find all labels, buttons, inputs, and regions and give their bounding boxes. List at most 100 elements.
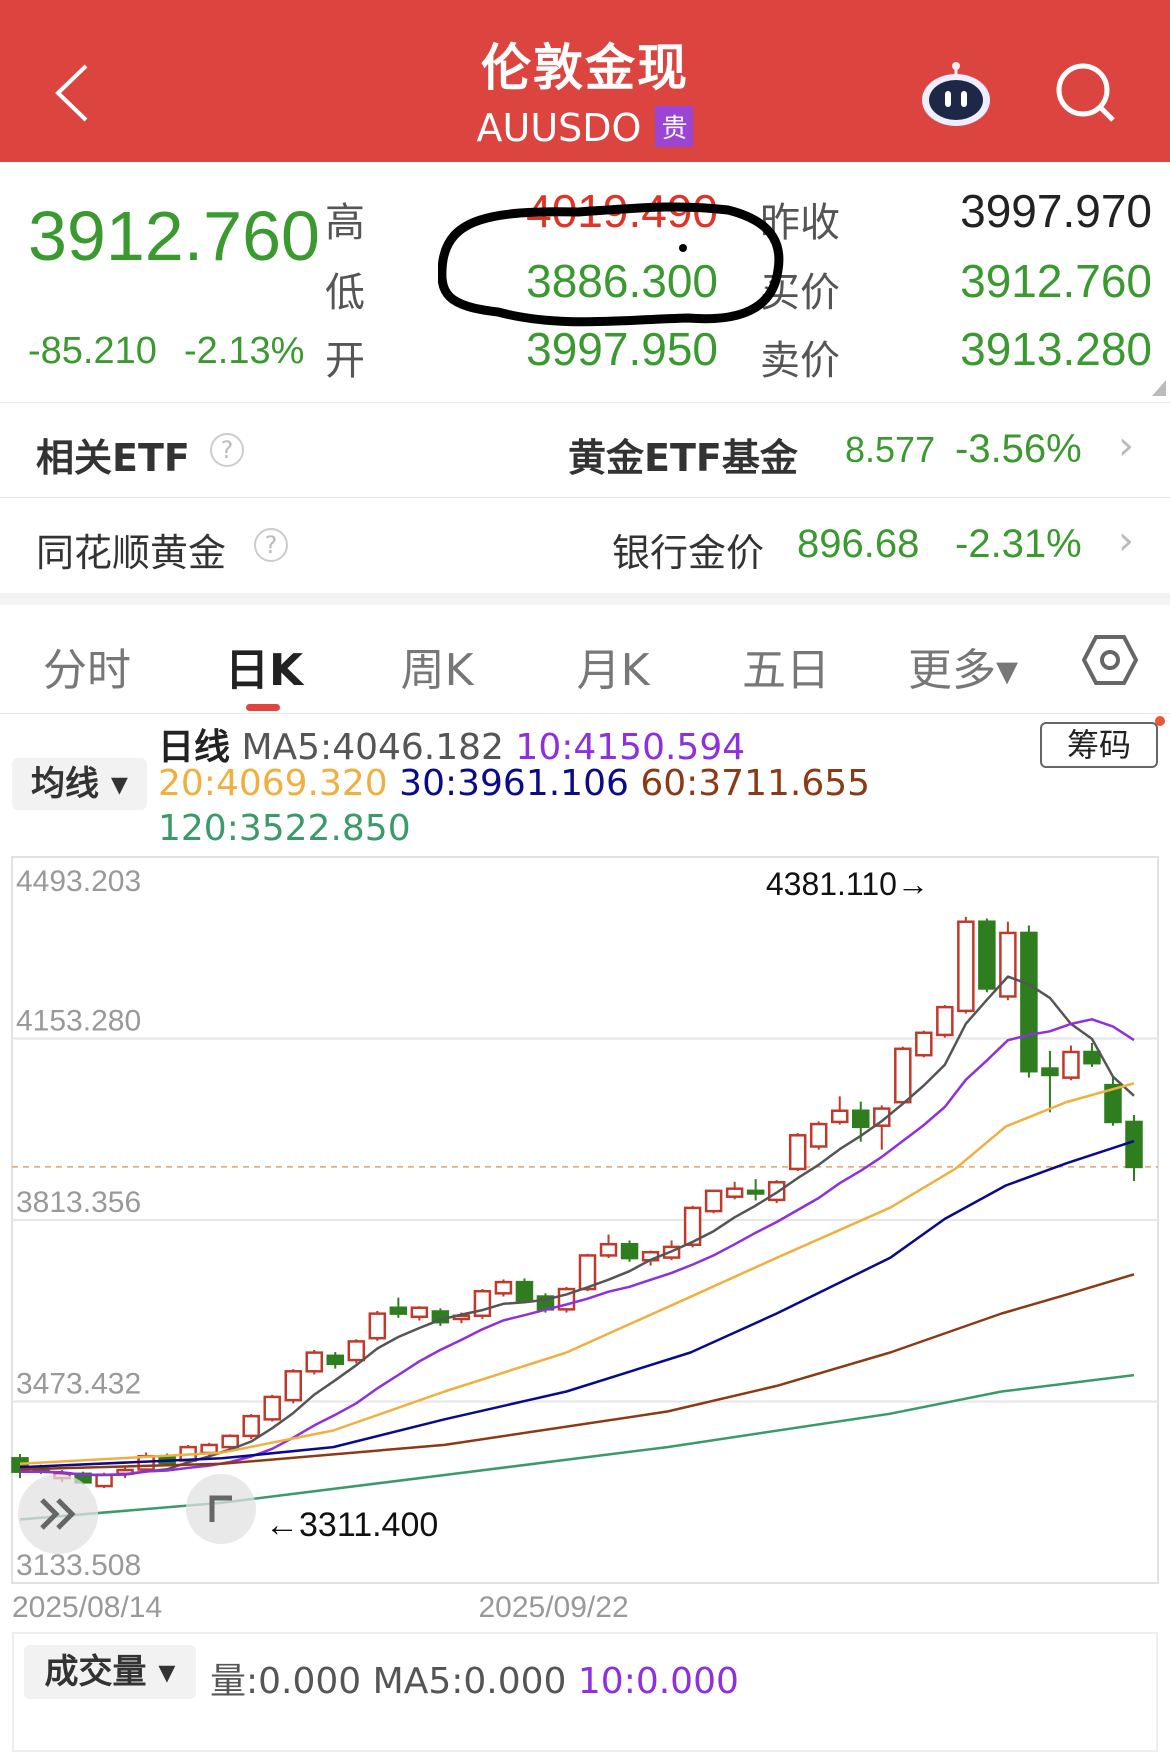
tab-more[interactable]: 更多▾ <box>907 645 1019 696</box>
related-pct: -2.31% <box>955 522 1082 566</box>
ma20-line <box>19 1082 1135 1466</box>
tab-intraday[interactable]: 分时 <box>43 645 131 696</box>
y-tick-label: 3813.356 <box>16 1186 141 1219</box>
x-tick-label: 2025/08/14 <box>12 1591 162 1624</box>
legend-ma10: 10:4150.594 <box>515 727 746 768</box>
candle-down <box>1041 1067 1059 1077</box>
candle-up <box>284 1370 302 1402</box>
open-label: 开 <box>325 338 365 384</box>
volume-legend: 量:0.000 MA5:0.000 10:0.000 <box>210 1652 739 1704</box>
candle-down <box>1104 1083 1122 1124</box>
candle-up <box>578 1254 597 1291</box>
y-tick-label: 3133.508 <box>16 1549 141 1582</box>
crosshair-corner-icon[interactable] <box>186 1474 256 1544</box>
volume-ma5: MA5:0.000 <box>372 1661 567 1702</box>
chips-button[interactable]: 筹码 <box>1040 722 1158 768</box>
open-value: 3997.950 <box>526 323 718 375</box>
ma-dropdown-button[interactable]: 均线 ▾ <box>12 758 147 810</box>
bid-value: 3912.760 <box>960 255 1152 307</box>
help-icon[interactable]: ? <box>254 528 288 562</box>
legend-title: 日线 <box>158 727 231 768</box>
candle-up <box>263 1395 281 1421</box>
legend-line-2: 20:4069.320 30:3961.106 60:3711.655 <box>158 763 870 804</box>
tab-five-day[interactable]: 五日 <box>742 645 830 696</box>
prev-close-value: 3997.970 <box>960 185 1152 237</box>
candle-down <box>978 920 996 990</box>
chevron-right-icon: › <box>1118 423 1134 469</box>
price-change-pct: -2.13% <box>184 330 305 372</box>
expand-double-chevron-icon[interactable] <box>18 1474 98 1554</box>
related-price: 896.68 <box>797 522 920 566</box>
x-tick-label: 2025/09/22 <box>478 1591 628 1624</box>
legend-line-1: 日线 MA5:4046.182 10:4150.594 <box>158 718 745 770</box>
candle-up <box>894 1047 912 1104</box>
min-price-label: ←3311.400 <box>265 1506 438 1544</box>
candle-down <box>1125 1120 1143 1169</box>
related-label: 相关ETF <box>36 436 190 480</box>
candle-down <box>1020 931 1038 1073</box>
candle-up <box>368 1312 387 1340</box>
legend-ma30: 30:3961.106 <box>399 763 629 804</box>
candle-up <box>494 1280 513 1295</box>
candle-up <box>599 1242 618 1257</box>
candle-up <box>873 1107 891 1127</box>
volume-ma10: 10:0.000 <box>577 1661 739 1702</box>
last-price: 3912.760 <box>28 197 320 275</box>
candle-up <box>305 1351 324 1373</box>
y-tick-label: 4493.203 <box>16 865 141 898</box>
bank-gold-row[interactable]: 同花顺黄金 ? 银行金价 896.68 -2.31% › <box>0 497 1170 593</box>
candle-up <box>347 1340 366 1362</box>
candle-down <box>620 1242 639 1260</box>
hand-drawn-circle-annotation <box>438 202 784 327</box>
related-name: 银行金价 <box>612 531 765 575</box>
candle-up <box>999 931 1017 998</box>
legend-ma20: 20:4069.320 <box>158 763 388 804</box>
low-label: 低 <box>325 270 365 316</box>
candle-down <box>852 1109 870 1128</box>
volume-value: 量:0.000 <box>210 1661 362 1702</box>
active-tab-indicator <box>246 704 280 711</box>
expand-corner-icon[interactable] <box>1152 380 1166 396</box>
candle-down <box>1083 1050 1101 1065</box>
legend-ma5: MA5:4046.182 <box>241 727 504 768</box>
related-label: 同花顺黄金 <box>36 531 227 575</box>
candle-up <box>957 920 975 1013</box>
robot-icon[interactable] <box>918 58 994 128</box>
ask-label: 卖价 <box>760 338 840 384</box>
chevron-left-icon[interactable] <box>52 62 92 124</box>
candle-up <box>809 1122 828 1148</box>
ma10-line <box>20 1018 1135 1477</box>
chevron-right-icon: › <box>1118 518 1134 564</box>
candle-up <box>704 1189 723 1213</box>
search-icon[interactable] <box>1055 62 1117 124</box>
tab-daily-k[interactable]: 日K <box>224 645 304 696</box>
candle-up <box>200 1443 218 1455</box>
tab-monthly-k[interactable]: 月K <box>576 645 650 696</box>
related-etf-row[interactable]: 相关ETF ? 黄金ETF基金 8.577 -3.56% › <box>0 402 1170 497</box>
tab-weekly-k[interactable]: 周K <box>400 645 474 696</box>
candle-down <box>746 1189 765 1195</box>
symbol-code: AUUSDO 贵 <box>0 106 1170 150</box>
price-change: -85.210 <box>28 330 157 372</box>
ma5-line <box>20 975 1135 1477</box>
y-tick-label: 4153.280 <box>16 1005 141 1038</box>
candle-up <box>936 1005 954 1037</box>
candle-down <box>389 1306 408 1315</box>
candle-up <box>242 1414 260 1438</box>
related-name: 黄金ETF基金 <box>568 436 798 480</box>
related-pct: -3.56% <box>955 427 1082 471</box>
precious-badge: 贵 <box>655 106 694 147</box>
help-icon[interactable]: ? <box>210 433 244 467</box>
top-bar: 伦敦金现 AUUSDO 贵 <box>0 0 1170 162</box>
volume-dropdown-button[interactable]: 成交量 ▾ <box>24 1645 196 1699</box>
symbol-text: AUUSDO <box>476 106 642 150</box>
legend-ma60: 60:3711.655 <box>640 763 871 804</box>
candle-up <box>221 1434 239 1449</box>
candle-up <box>725 1187 744 1198</box>
candle-up <box>915 1031 933 1057</box>
hexagon-gear-icon[interactable] <box>1082 634 1138 686</box>
page-title: 伦敦金现 <box>481 39 689 97</box>
ma60-line <box>19 1273 1135 1471</box>
divider <box>0 713 1170 714</box>
